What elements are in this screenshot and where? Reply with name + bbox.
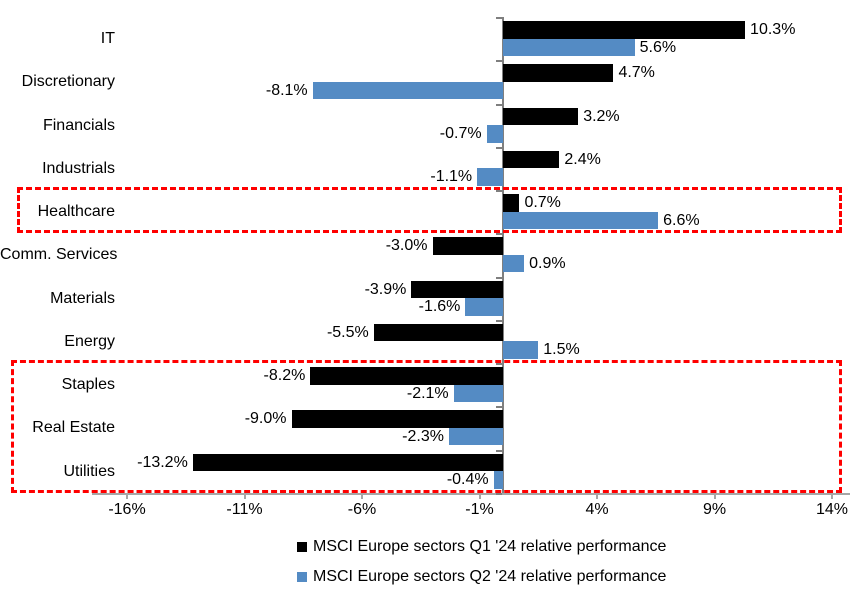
legend-label-q1: MSCI Europe sectors Q1 '24 relative perf…	[313, 538, 667, 555]
value-label-q2-it: 5.6%	[639, 38, 677, 56]
y-axis-tick	[496, 103, 502, 106]
y-axis-tick	[496, 233, 502, 236]
y-axis-tick	[496, 17, 502, 19]
value-label-q2-industrials: -1.1%	[430, 168, 473, 186]
bar-q1-it	[503, 21, 746, 39]
y-axis-tick	[496, 146, 502, 149]
value-label-q2-financials: -0.7%	[439, 125, 482, 143]
value-label-q2-materials: -1.6%	[418, 298, 461, 316]
category-label-healthcare: Healthcare	[37, 203, 115, 221]
bar-q1-materials	[411, 280, 503, 299]
category-label-materials: Materials	[50, 289, 115, 307]
x-axis-tick	[713, 493, 716, 499]
value-label-q1-comm-services: -3.0%	[385, 237, 428, 255]
category-label-energy: Energy	[64, 332, 115, 350]
bar-q1-healthcare	[503, 194, 520, 212]
y-axis-tick	[496, 276, 502, 279]
value-label-q1-discretionary: 4.7%	[618, 64, 655, 82]
y-axis-tick	[496, 363, 502, 366]
category-label-industrials: Industrials	[42, 159, 115, 177]
value-label-q2-energy: 1.5%	[543, 341, 580, 359]
category-label-financials: Financials	[42, 116, 115, 134]
category-label-real-estate: Real Estate	[32, 419, 115, 437]
x-axis-tick	[596, 493, 598, 499]
value-label-q2-real-estate: -2.3%	[402, 427, 444, 445]
value-label-q1-utilities: -13.2%	[137, 453, 188, 471]
category-label-utilities: Utilities	[63, 462, 115, 480]
bar-q1-real-estate	[291, 410, 503, 428]
x-tick-label: -16%	[108, 501, 146, 518]
x-tick-label: -1%	[465, 501, 494, 518]
value-label-q1-materials: -3.9%	[364, 280, 407, 298]
bar-q2-industrials	[477, 168, 503, 186]
y-axis-tick	[496, 60, 502, 63]
bar-q2-healthcare	[503, 211, 659, 230]
bar-q1-utilities	[192, 453, 503, 472]
x-axis-tick	[478, 493, 481, 499]
bar-q2-materials	[465, 298, 503, 316]
legend-label-q2: MSCI Europe sectors Q2 '24 relative perf…	[313, 568, 667, 585]
value-label-q1-it: 10.3%	[750, 21, 796, 38]
bar-q1-discretionary	[503, 64, 614, 82]
x-tick-label: 14%	[815, 501, 849, 518]
x-axis-line	[92, 493, 850, 495]
value-label-q1-energy: -5.5%	[326, 323, 369, 341]
value-label-q1-staples: -8.2%	[263, 367, 306, 385]
value-label-q1-financials: 3.2%	[583, 107, 620, 125]
bar-q1-financials	[503, 107, 579, 126]
bar-q2-real-estate	[448, 427, 503, 446]
bar-q1-comm-services	[432, 237, 503, 255]
y-axis-tick	[496, 406, 502, 409]
x-tick-label: 9%	[702, 501, 727, 518]
value-label-q2-healthcare: 6.6%	[663, 211, 700, 229]
bar-q1-staples	[310, 367, 503, 385]
category-label-staples: Staples	[61, 376, 115, 394]
y-axis-tick	[496, 492, 502, 495]
x-axis-tick	[361, 493, 363, 499]
bar-q2-energy	[503, 341, 539, 359]
value-label-q2-comm-services: 0.9%	[529, 254, 566, 272]
category-label-discretionary: Discretionary	[21, 73, 115, 91]
x-tick-label: -11%	[226, 501, 263, 518]
value-label-q2-utilities: -0.4%	[446, 471, 489, 489]
y-axis-tick	[496, 449, 502, 452]
legend-marker-q2-icon	[297, 572, 307, 582]
value-label-q2-staples: -2.1%	[406, 384, 449, 402]
x-axis-tick	[126, 493, 128, 499]
y-axis-tick	[496, 319, 502, 322]
x-tick-label: -6%	[347, 501, 377, 518]
value-label-q1-healthcare: 0.7%	[524, 194, 561, 212]
bar-q2-financials	[486, 125, 503, 143]
highlight-box-staples-real-estate-utilities	[11, 360, 842, 493]
bar-q2-discretionary	[312, 81, 503, 100]
bar-q2-it	[503, 38, 635, 56]
bar-q2-staples	[453, 384, 503, 403]
value-label-q1-real-estate: -9.0%	[244, 410, 287, 428]
x-tick-label: 4%	[585, 501, 609, 518]
value-label-q1-industrials: 2.4%	[564, 150, 601, 168]
legend-marker-q1-icon	[297, 542, 307, 552]
bar-q2-utilities	[493, 471, 503, 489]
bar-q1-energy	[373, 323, 503, 342]
category-label-comm-services: Comm. Services	[0, 246, 118, 264]
legend-item-q1: MSCI Europe sectors Q1 '24 relative perf…	[297, 536, 666, 558]
category-label-it: IT	[100, 30, 115, 47]
legend-item-q2: MSCI Europe sectors Q2 '24 relative perf…	[297, 566, 666, 588]
x-axis-tick	[831, 493, 833, 499]
highlight-box-healthcare	[17, 187, 842, 234]
x-axis-tick	[243, 493, 246, 499]
y-axis-tick	[496, 190, 502, 193]
bar-q1-industrials	[503, 150, 560, 169]
bar-q2-comm-services	[503, 254, 525, 273]
value-label-q2-discretionary: -8.1%	[265, 81, 308, 99]
